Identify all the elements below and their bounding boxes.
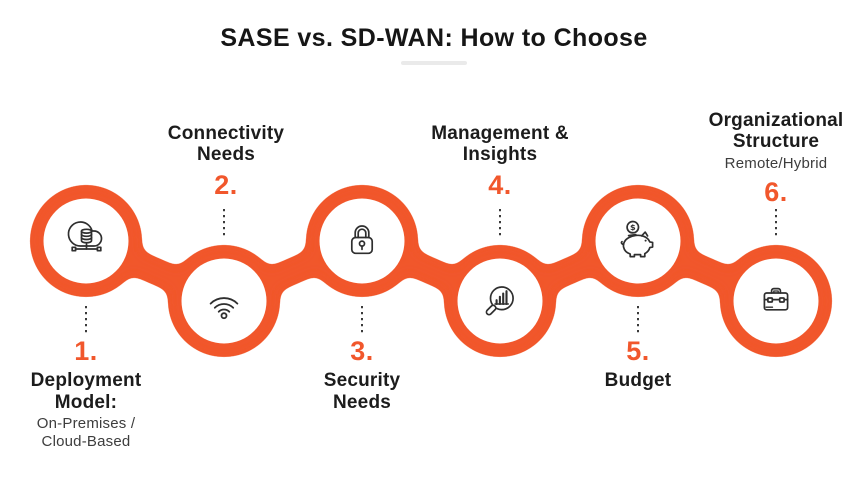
padlock-icon (350, 225, 374, 255)
step-subtitle: On-Premises / Cloud-Based (36, 414, 136, 450)
title-underline (401, 61, 467, 65)
step-number: 3. (350, 336, 374, 366)
step-number: 6. (764, 176, 788, 207)
step-6-label: Organizational Structure Remote/Hybrid 6… (681, 110, 868, 206)
step-1-label: 1. Deployment Model: On-Premises / Cloud… (0, 337, 181, 451)
page-title: SASE vs. SD-WAN: How to Choose (220, 24, 648, 52)
step-title: Budget (604, 370, 672, 392)
briefcase-icon (763, 287, 789, 311)
step-5-label: 5. Budget (543, 337, 733, 392)
step-2-label: Connectivity Needs 2. (131, 123, 321, 199)
step-subtitle: Remote/Hybrid (724, 154, 828, 172)
step-number: 5. (626, 336, 650, 366)
chain-links (30, 185, 832, 357)
step-title: Connectivity Needs (167, 123, 285, 166)
piggy-bank-icon: $ (620, 220, 654, 258)
step-number: 2. (214, 169, 238, 200)
svg-text:$: $ (630, 222, 636, 232)
wifi-icon (209, 297, 239, 320)
step-3-label: 3. Security Needs (267, 337, 457, 413)
step-title: Organizational Structure (708, 110, 844, 153)
step-number: 4. (488, 169, 512, 200)
step-title: Management & Insights (431, 123, 569, 166)
ring-holes (43, 198, 819, 344)
step-4-label: Management & Insights 4. (405, 123, 595, 199)
step-title: Deployment Model: (30, 370, 142, 413)
cloud-server-icon (67, 221, 103, 252)
step-number: 1. (74, 336, 98, 366)
magnifier-chart-icon (485, 286, 514, 316)
step-title: Security Needs (323, 370, 401, 413)
